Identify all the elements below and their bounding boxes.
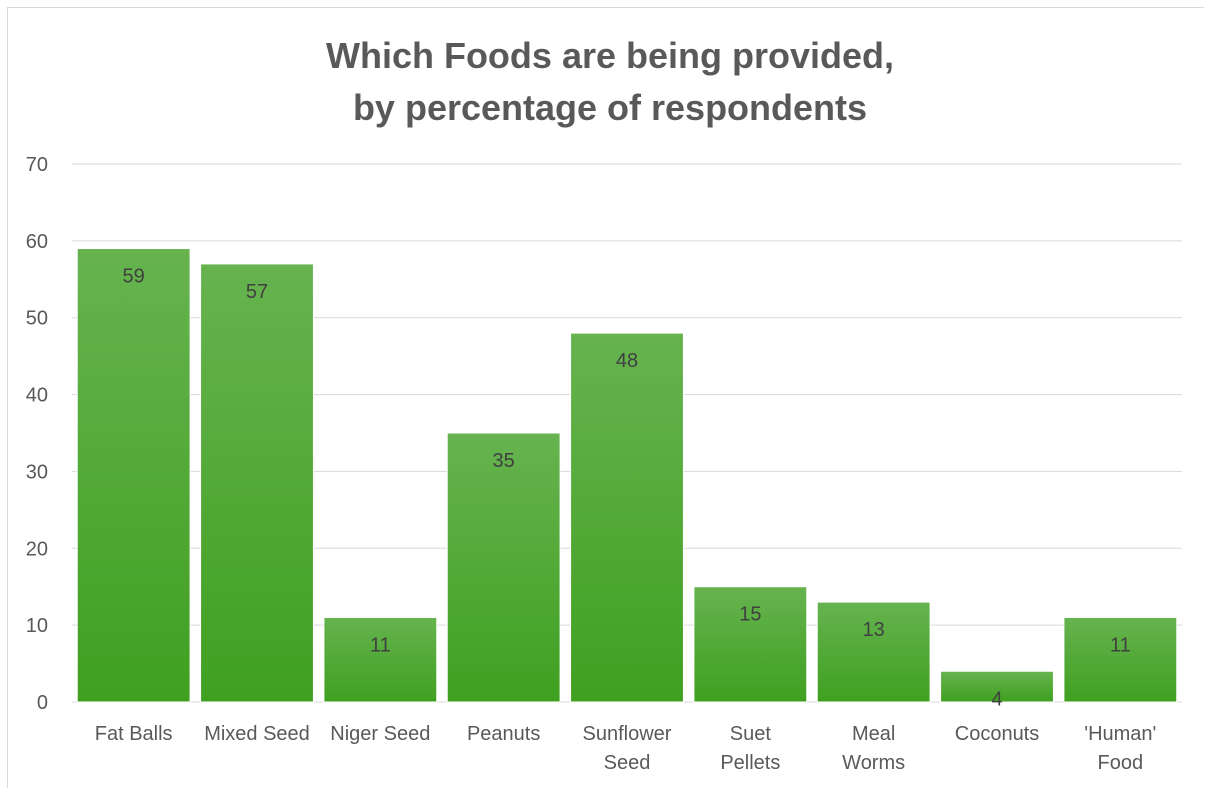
data-label: 13 [863, 619, 885, 641]
chart-title: Which Foods are being provided, by perce… [325, 35, 895, 128]
category-label: Coconuts [955, 723, 1040, 745]
data-label: 35 [493, 450, 515, 472]
y-tick-label: 50 [26, 308, 48, 330]
bar [200, 263, 314, 703]
bars [76, 248, 1178, 703]
data-label: 57 [246, 281, 268, 303]
category-label: 'Human' [1084, 723, 1156, 745]
y-tick-label: 70 [26, 154, 48, 176]
data-label: 4 [991, 688, 1002, 710]
y-tick-label: 30 [26, 461, 48, 483]
category-label: Fat Balls [95, 723, 173, 745]
bar [446, 432, 561, 703]
category-label: Suet [730, 723, 772, 745]
category-label: Worms [842, 752, 905, 774]
y-tick-label: 10 [26, 615, 48, 637]
bar [816, 601, 931, 703]
data-label: 11 [370, 634, 391, 656]
category-label: Seed [604, 752, 651, 774]
y-tick-label: 60 [26, 231, 48, 253]
bar [570, 332, 684, 703]
bar [1063, 616, 1178, 703]
bar [693, 586, 808, 703]
category-label: Pellets [720, 752, 780, 774]
bar [940, 670, 1054, 703]
bar [76, 248, 191, 703]
data-label: 11 [1110, 634, 1131, 656]
category-label: Sunflower [583, 723, 672, 745]
y-tick-label: 40 [26, 385, 48, 407]
category-label: Meal [852, 723, 895, 745]
data-label: 15 [739, 604, 761, 626]
category-label: Mixed Seed [204, 723, 310, 745]
category-label: Niger Seed [330, 723, 430, 745]
category-label: Peanuts [467, 723, 540, 745]
data-label: 48 [616, 350, 638, 372]
x-axis-category-labels: Fat Balls Mixed Seed Niger Seed Peanuts Sunf… [95, 723, 1157, 774]
y-tick-label: 0 [37, 692, 48, 714]
category-label: Food [1098, 752, 1144, 774]
data-labels: 59 57 11 35 48 15 13 4 11 [123, 266, 1131, 711]
y-tick-label: 20 [26, 538, 48, 560]
y-axis-tick-labels: 0 10 20 30 40 50 60 70 [26, 154, 48, 714]
data-label: 59 [123, 266, 145, 288]
bar [323, 616, 438, 703]
